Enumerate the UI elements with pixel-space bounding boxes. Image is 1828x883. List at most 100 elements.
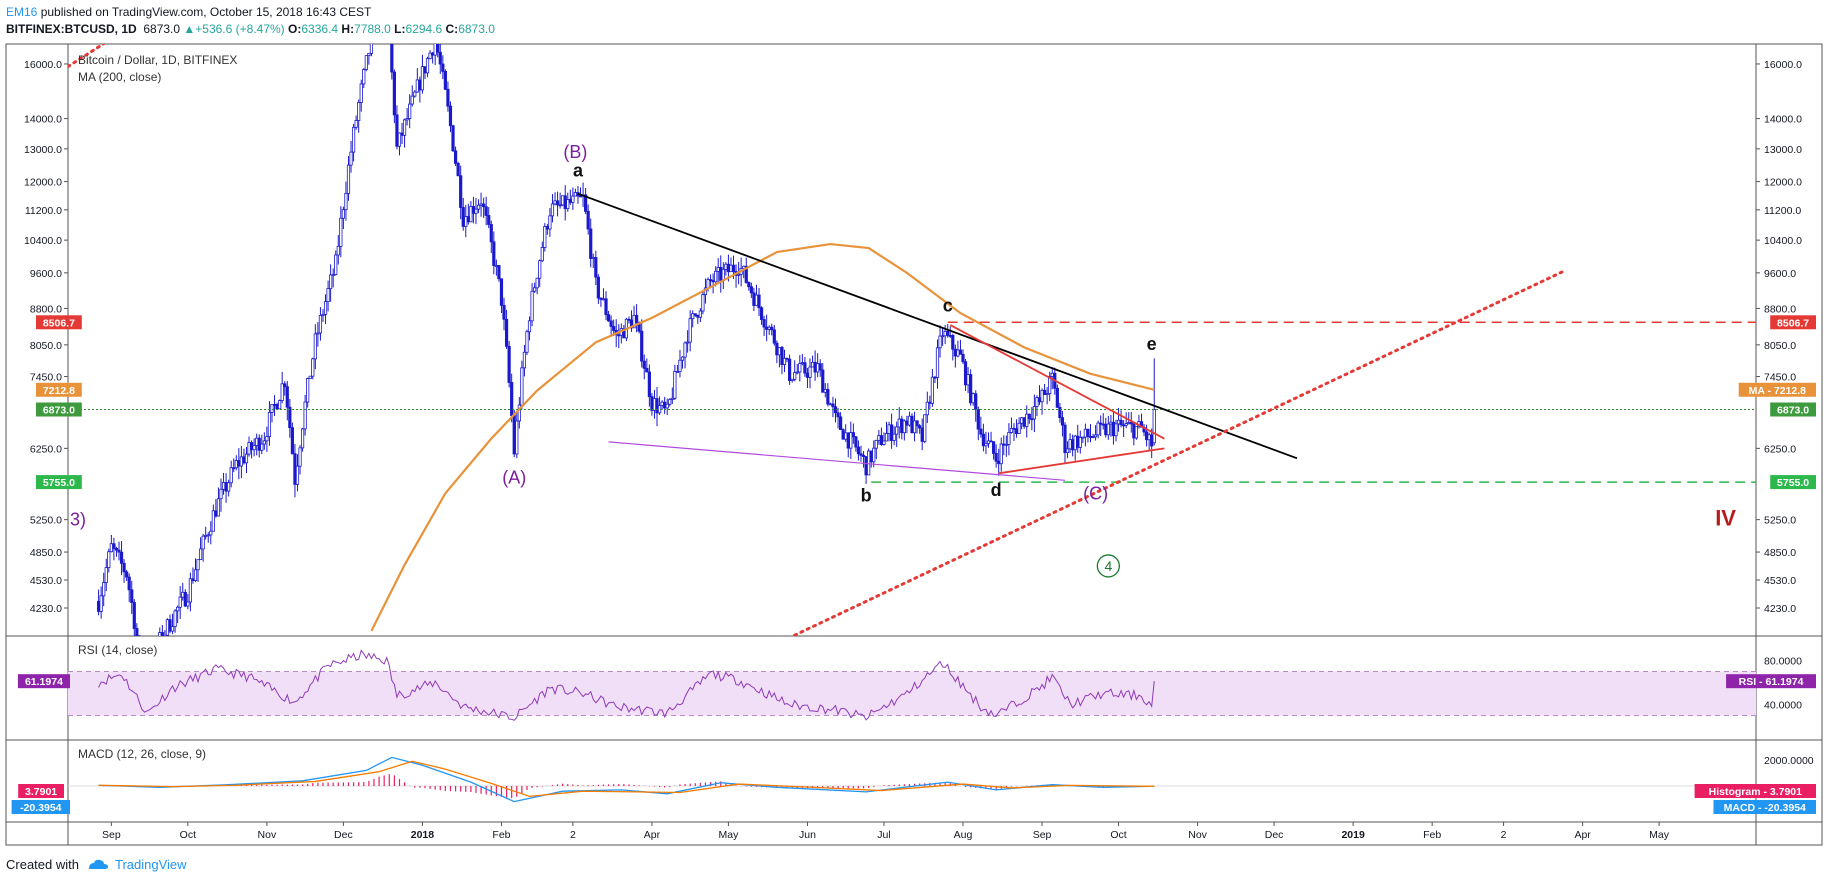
candle-body <box>795 371 799 374</box>
y-tick-label-right: 4230.0 <box>1764 603 1796 615</box>
candle-body <box>448 105 453 127</box>
candle-body <box>1111 421 1116 437</box>
ma-legend: MA (200, close) <box>78 70 161 84</box>
candle-body <box>979 428 983 435</box>
candle-body <box>606 314 611 322</box>
candle-body <box>701 294 705 312</box>
y-tick-label-left: 13000.0 <box>24 144 62 156</box>
rsi-legend: RSI (14, close) <box>78 643 157 657</box>
candle-body <box>252 445 256 451</box>
y-tick-label-left: 4530.0 <box>30 575 62 587</box>
candle-body <box>102 582 106 597</box>
candle-body <box>211 510 215 532</box>
candle-body <box>660 401 664 406</box>
rsi-line <box>98 649 1155 721</box>
candle-body <box>856 446 861 455</box>
candle-body <box>665 403 669 409</box>
y-tick-label-right: 13000.0 <box>1764 144 1802 156</box>
candle-body <box>415 79 419 93</box>
candle-body <box>431 52 435 56</box>
change: +536.6 (+8.47%) <box>195 22 285 36</box>
candle-body <box>135 628 139 636</box>
candle-body <box>696 314 700 318</box>
candle-body <box>227 482 231 492</box>
candle-body <box>351 126 356 153</box>
candle-body <box>1096 422 1100 436</box>
candle-body <box>716 266 720 272</box>
candle-body <box>808 366 812 378</box>
candle-body <box>912 420 917 434</box>
candle-body <box>655 398 659 414</box>
candle-body <box>260 443 264 451</box>
main-pane <box>68 44 1756 636</box>
candle-body <box>446 88 450 107</box>
candle-body <box>940 335 945 338</box>
last-price: 6873.0 <box>143 22 181 36</box>
candle-body <box>1081 436 1085 439</box>
candle-body <box>770 326 774 331</box>
candle-body <box>645 367 649 373</box>
candle-body <box>265 436 269 442</box>
trendline-descending <box>577 192 1298 460</box>
x-tick-label: Jul <box>877 829 890 841</box>
candle-body <box>492 241 496 266</box>
candle-body <box>877 435 881 441</box>
candle-body <box>670 397 674 400</box>
candle-body <box>288 406 292 429</box>
candle-body <box>688 318 692 343</box>
candle-body <box>831 403 835 408</box>
candle-body <box>275 403 279 410</box>
candle-body <box>1106 423 1110 436</box>
candle-body <box>119 551 124 564</box>
candle-body <box>237 460 241 467</box>
candle-body <box>479 203 483 206</box>
candle-body <box>107 551 111 568</box>
candle-body <box>489 224 493 243</box>
price-tag-left-support-bg <box>36 475 82 490</box>
rsi-band <box>68 671 1756 716</box>
candle-body <box>1152 409 1156 444</box>
tradingview-link[interactable]: TradingView <box>114 857 187 872</box>
candle-body <box>165 619 170 636</box>
author-link[interactable]: EM16 <box>6 5 38 19</box>
candle-body <box>867 450 871 476</box>
price-tag-left-MA-bg <box>36 382 82 397</box>
candle-body <box>731 264 736 272</box>
candle-body <box>905 420 909 426</box>
candle-body <box>176 606 180 612</box>
rsi-tick-label-right: 40.0000 <box>1764 700 1802 712</box>
candle-body <box>183 591 187 607</box>
candle-body <box>545 226 549 230</box>
candle-body <box>127 576 131 591</box>
price-tag-right-support: 5755.0 <box>1777 477 1809 489</box>
candle-body <box>1050 372 1054 377</box>
candle-body <box>198 548 203 561</box>
x-tick-label: Jun <box>799 829 816 841</box>
y-tick-label-left: 8050.0 <box>30 340 62 352</box>
candle-body <box>640 330 644 362</box>
candle-body <box>790 378 794 381</box>
candle-body <box>724 263 728 270</box>
candle-body <box>425 58 430 74</box>
candle-body <box>895 426 899 435</box>
candle-body <box>617 334 621 337</box>
y-tick-label-left: 9600.0 <box>30 268 62 280</box>
wave-label-sub: b <box>861 485 872 505</box>
macd-signal-line <box>98 760 1155 798</box>
candle-body <box>821 369 825 393</box>
candle-body <box>1134 426 1138 439</box>
candle-body <box>854 436 858 448</box>
candle-body <box>1004 443 1008 446</box>
candle-body <box>902 420 906 434</box>
candle-body <box>635 314 639 323</box>
candle-body <box>981 433 985 447</box>
y-tick-label-left: 7450.0 <box>30 372 62 384</box>
candle-body <box>364 55 368 70</box>
candle-body <box>303 401 307 430</box>
candle-body <box>1086 428 1090 437</box>
candle-body <box>204 534 208 537</box>
candle-body <box>395 114 399 147</box>
candle-body <box>946 330 950 336</box>
candle-body <box>1127 422 1131 424</box>
